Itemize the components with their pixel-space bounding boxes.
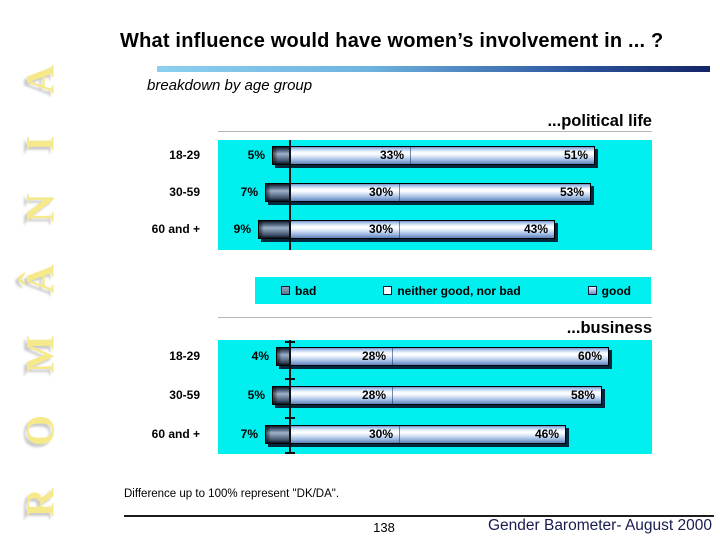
stacked-bar: 30% 53%: [265, 183, 591, 202]
bar-segment-bad: [266, 184, 291, 201]
category-label: 30-59: [169, 185, 200, 199]
axis-tick: [285, 417, 295, 419]
category-label: 60 and +: [151, 427, 200, 441]
chart-legend: bad neither good, nor bad good: [255, 277, 651, 304]
footnote: Difference up to 100% represent "DK/DA".: [124, 488, 340, 500]
chart-business: 4% 28% 60% 5% 28% 58% 7% 30% 46% 18-29 30-59 60 and…: [100, 340, 652, 454]
stacked-bar: 30% 43%: [258, 220, 555, 239]
stacked-bar: 30% 46%: [265, 425, 566, 444]
category-label: 30-59: [169, 388, 200, 402]
legend-swatch-bad: [281, 286, 290, 295]
axis-line: [289, 140, 291, 250]
chart-plot-area: 4% 28% 60% 5% 28% 58% 7% 30% 46%: [218, 340, 652, 454]
value-label-neither: 30%: [368, 185, 393, 199]
bar-segment-neither: 30%: [291, 426, 399, 443]
bar-segment-good: 43%: [399, 221, 554, 238]
chart-title-political-life: ...political life: [547, 112, 652, 130]
bar-segment-neither: 28%: [291, 387, 392, 404]
chart-frame-line: [218, 131, 652, 132]
value-label-good: 43%: [523, 222, 548, 236]
legend-label: good: [601, 283, 631, 298]
value-label-good: 58%: [570, 388, 595, 402]
footer-source: Gender Barometer- August 2000: [487, 517, 712, 534]
page-title: What influence would have women’s involv…: [120, 30, 664, 52]
bar-segment-good: 46%: [399, 426, 565, 443]
sidebar-vertical-country-label: ROMÂNIA: [17, 23, 63, 517]
value-label-good: 60%: [577, 349, 602, 363]
legend-item: neither good, nor bad: [383, 283, 521, 298]
value-label-good: 46%: [534, 427, 559, 441]
footer-divider: [124, 515, 714, 517]
value-label-bad: 5%: [247, 388, 265, 402]
value-label-neither: 28%: [361, 349, 386, 363]
bar-segment-good: 58%: [392, 387, 601, 404]
legend-item: good: [587, 283, 631, 298]
stacked-bar: 33% 51%: [272, 146, 595, 165]
chart-frame-line: [218, 317, 652, 318]
category-label: 60 and +: [151, 222, 200, 236]
bar-segment-good: 51%: [410, 147, 594, 164]
axis-tick: [285, 378, 295, 380]
value-label-bad: 7%: [240, 185, 258, 199]
bar-segment-bad: [266, 426, 291, 443]
axis-tick: [285, 452, 295, 454]
legend-item: bad: [281, 284, 316, 298]
bar-segment-neither: 30%: [291, 221, 399, 238]
value-label-bad: 5%: [247, 148, 265, 162]
value-label-neither: 28%: [361, 388, 386, 402]
stacked-bar: 28% 60%: [276, 347, 609, 366]
page-number: 138: [373, 520, 395, 535]
value-label-neither: 30%: [368, 222, 393, 236]
bar-segment-bad: [277, 348, 291, 365]
legend-label: bad: [295, 283, 317, 298]
legend-swatch-neither: [383, 286, 393, 295]
value-label-bad: 9%: [233, 222, 251, 236]
value-label-good: 53%: [559, 185, 584, 199]
value-label-good: 51%: [563, 148, 588, 162]
legend-label: neither good, nor bad: [397, 283, 521, 298]
value-label-bad: 4%: [251, 349, 269, 363]
bar-segment-bad: [259, 221, 291, 238]
bar-segment-bad: [273, 387, 291, 404]
chart-political-life: 5% 33% 51% 7% 30% 53% 9% 30% 43% 18-29 30-59 60 and…: [100, 140, 652, 250]
bar-segment-neither: 33%: [291, 147, 410, 164]
bar-segment-neither: 28%: [291, 348, 392, 365]
axis-line: [289, 340, 291, 454]
stacked-bar: 28% 58%: [272, 386, 602, 405]
legend-swatch-good: [587, 286, 597, 295]
bar-segment-good: 53%: [399, 184, 590, 201]
bar-segment-bad: [273, 147, 291, 164]
category-label: 18-29: [169, 148, 200, 162]
value-label-neither: 30%: [368, 427, 393, 441]
title-underline-gradient: [157, 66, 710, 72]
chart-title-business: ...business: [566, 319, 652, 337]
chart-plot-area: 5% 33% 51% 7% 30% 53% 9% 30% 43%: [218, 140, 652, 250]
page-subtitle: breakdown by age group: [147, 77, 313, 94]
axis-tick: [285, 341, 295, 343]
bar-segment-good: 60%: [392, 348, 608, 365]
value-label-bad: 7%: [240, 427, 258, 441]
bar-segment-neither: 30%: [291, 184, 399, 201]
value-label-neither: 33%: [379, 148, 404, 162]
category-label: 18-29: [169, 349, 200, 363]
